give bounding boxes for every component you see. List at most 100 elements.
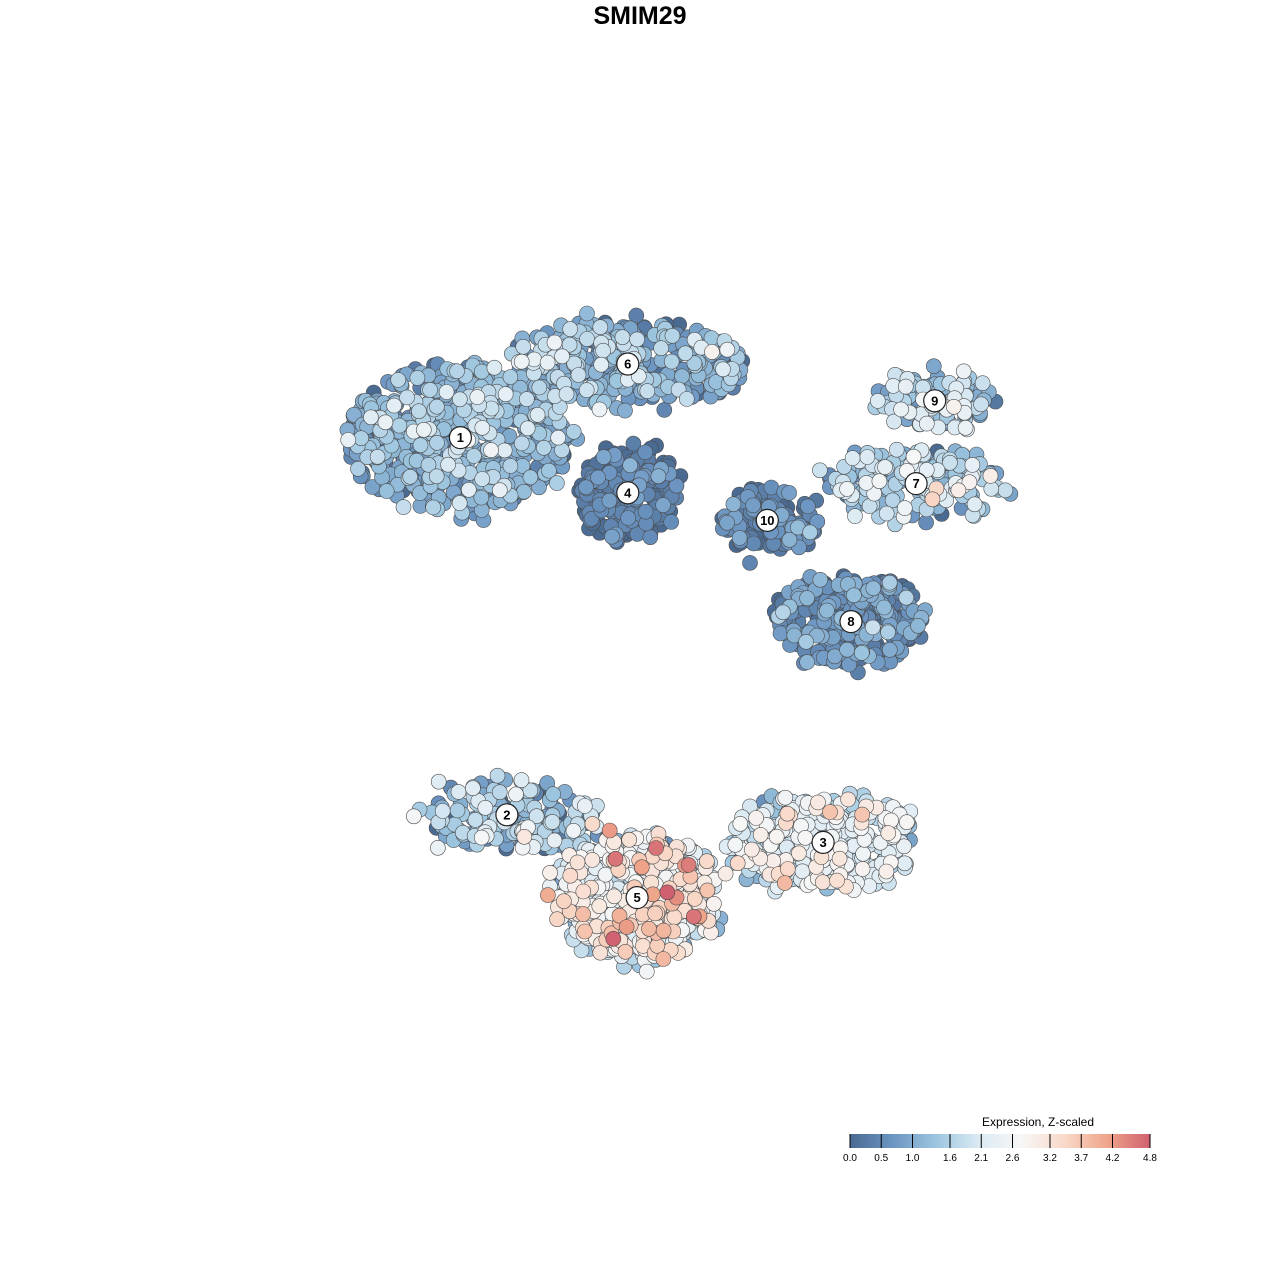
cluster-label-badge [904, 472, 928, 496]
cell-point [390, 372, 407, 388]
cell-point [898, 589, 915, 606]
cell-point [544, 814, 561, 830]
cell-point [656, 402, 673, 418]
cell-point [642, 529, 659, 546]
cell-point [997, 482, 1014, 499]
cluster-label-text: 1 [457, 430, 464, 445]
cell-point [777, 789, 794, 806]
cell-point [896, 500, 913, 516]
cell-point [878, 505, 895, 522]
cell-point [664, 327, 681, 344]
cell-point [561, 336, 578, 353]
cell-point [469, 389, 486, 405]
cell-point [411, 403, 427, 420]
cell-point [402, 468, 419, 485]
cluster-labels-layer: 1 2 3 4 5 6 7 8 9 10 [448, 352, 947, 910]
cell-point [346, 406, 362, 423]
legend-ticks: 0.0 0.5 1.0 1.6 2.1 2.6 3.2 3.7 4.2 4.8 [843, 1134, 1157, 1164]
cell-point [869, 393, 886, 409]
cell-point [729, 855, 746, 872]
cell-point [513, 772, 530, 788]
cell-point [839, 481, 855, 497]
cell-point [592, 319, 609, 336]
cell-point [391, 417, 408, 434]
cell-point [522, 782, 539, 799]
cell-point [854, 861, 871, 877]
cell-point [881, 641, 898, 658]
cell-point [369, 448, 386, 465]
cell-point [865, 580, 882, 597]
cell-point [515, 338, 532, 355]
cell-point [826, 648, 843, 665]
cluster-label-badge [839, 609, 863, 634]
cell-point [573, 942, 590, 959]
cell-point [350, 460, 366, 477]
cell-point [884, 492, 901, 509]
cell-point [880, 624, 896, 641]
cell-point [800, 498, 816, 515]
cluster-label-3: 3 [811, 830, 835, 855]
cell-point [779, 861, 796, 877]
cluster-label-badge [923, 389, 947, 413]
cell-point [831, 850, 848, 867]
cell-point [535, 439, 552, 456]
cell-point [483, 442, 499, 458]
cluster-label-8: 8 [839, 609, 863, 634]
cell-point [554, 348, 570, 365]
cluster-label-badge [495, 803, 519, 827]
cell-point [415, 421, 432, 438]
cluster-label-badge [755, 508, 779, 533]
cell-point [562, 867, 579, 884]
cell-point [363, 409, 379, 426]
cell-point [519, 420, 536, 437]
cell-point [465, 780, 481, 797]
cell-point [772, 625, 789, 642]
cell-point [844, 450, 861, 466]
cell-point [896, 855, 913, 872]
cell-point [412, 437, 429, 454]
cell-point [593, 356, 610, 373]
cell-point [945, 398, 962, 415]
cell-point [775, 604, 791, 621]
cell-point [430, 839, 446, 856]
cell-point [896, 838, 912, 855]
cell-point [546, 334, 563, 351]
cell-point [776, 875, 793, 891]
cell-point [924, 491, 941, 508]
cell-point [638, 963, 655, 980]
cell-point [579, 331, 595, 347]
cell-point [768, 828, 785, 845]
cell-point [575, 906, 591, 922]
cell-point [791, 845, 807, 862]
cell-point [655, 951, 672, 967]
cell-point [877, 459, 893, 475]
cell-point [957, 419, 974, 436]
cell-point [822, 804, 838, 820]
cell-point [592, 944, 609, 961]
cell-point [732, 815, 749, 832]
cluster-label-5: 5 [625, 885, 649, 910]
cluster-label-badge [625, 885, 649, 910]
cell-point [878, 863, 895, 880]
cell-point [797, 829, 814, 846]
cluster-label-6: 6 [616, 352, 640, 376]
cell-point [847, 508, 863, 524]
cell-point [605, 930, 622, 947]
cell-point [614, 329, 631, 346]
cell-point [715, 361, 731, 378]
cell-point [814, 874, 831, 891]
cell-point [516, 483, 532, 500]
legend-tick-label: 3.2 [1043, 1153, 1057, 1164]
cell-point [855, 845, 871, 862]
cell-point [663, 353, 680, 370]
cell-point [699, 853, 715, 870]
cell-point [748, 810, 764, 826]
cell-point [584, 852, 601, 868]
cell-point [428, 468, 445, 485]
cell-point [666, 909, 683, 925]
cell-point [905, 448, 922, 465]
cell-point [438, 384, 455, 400]
cell-point [451, 391, 468, 408]
cell-point [601, 492, 618, 509]
